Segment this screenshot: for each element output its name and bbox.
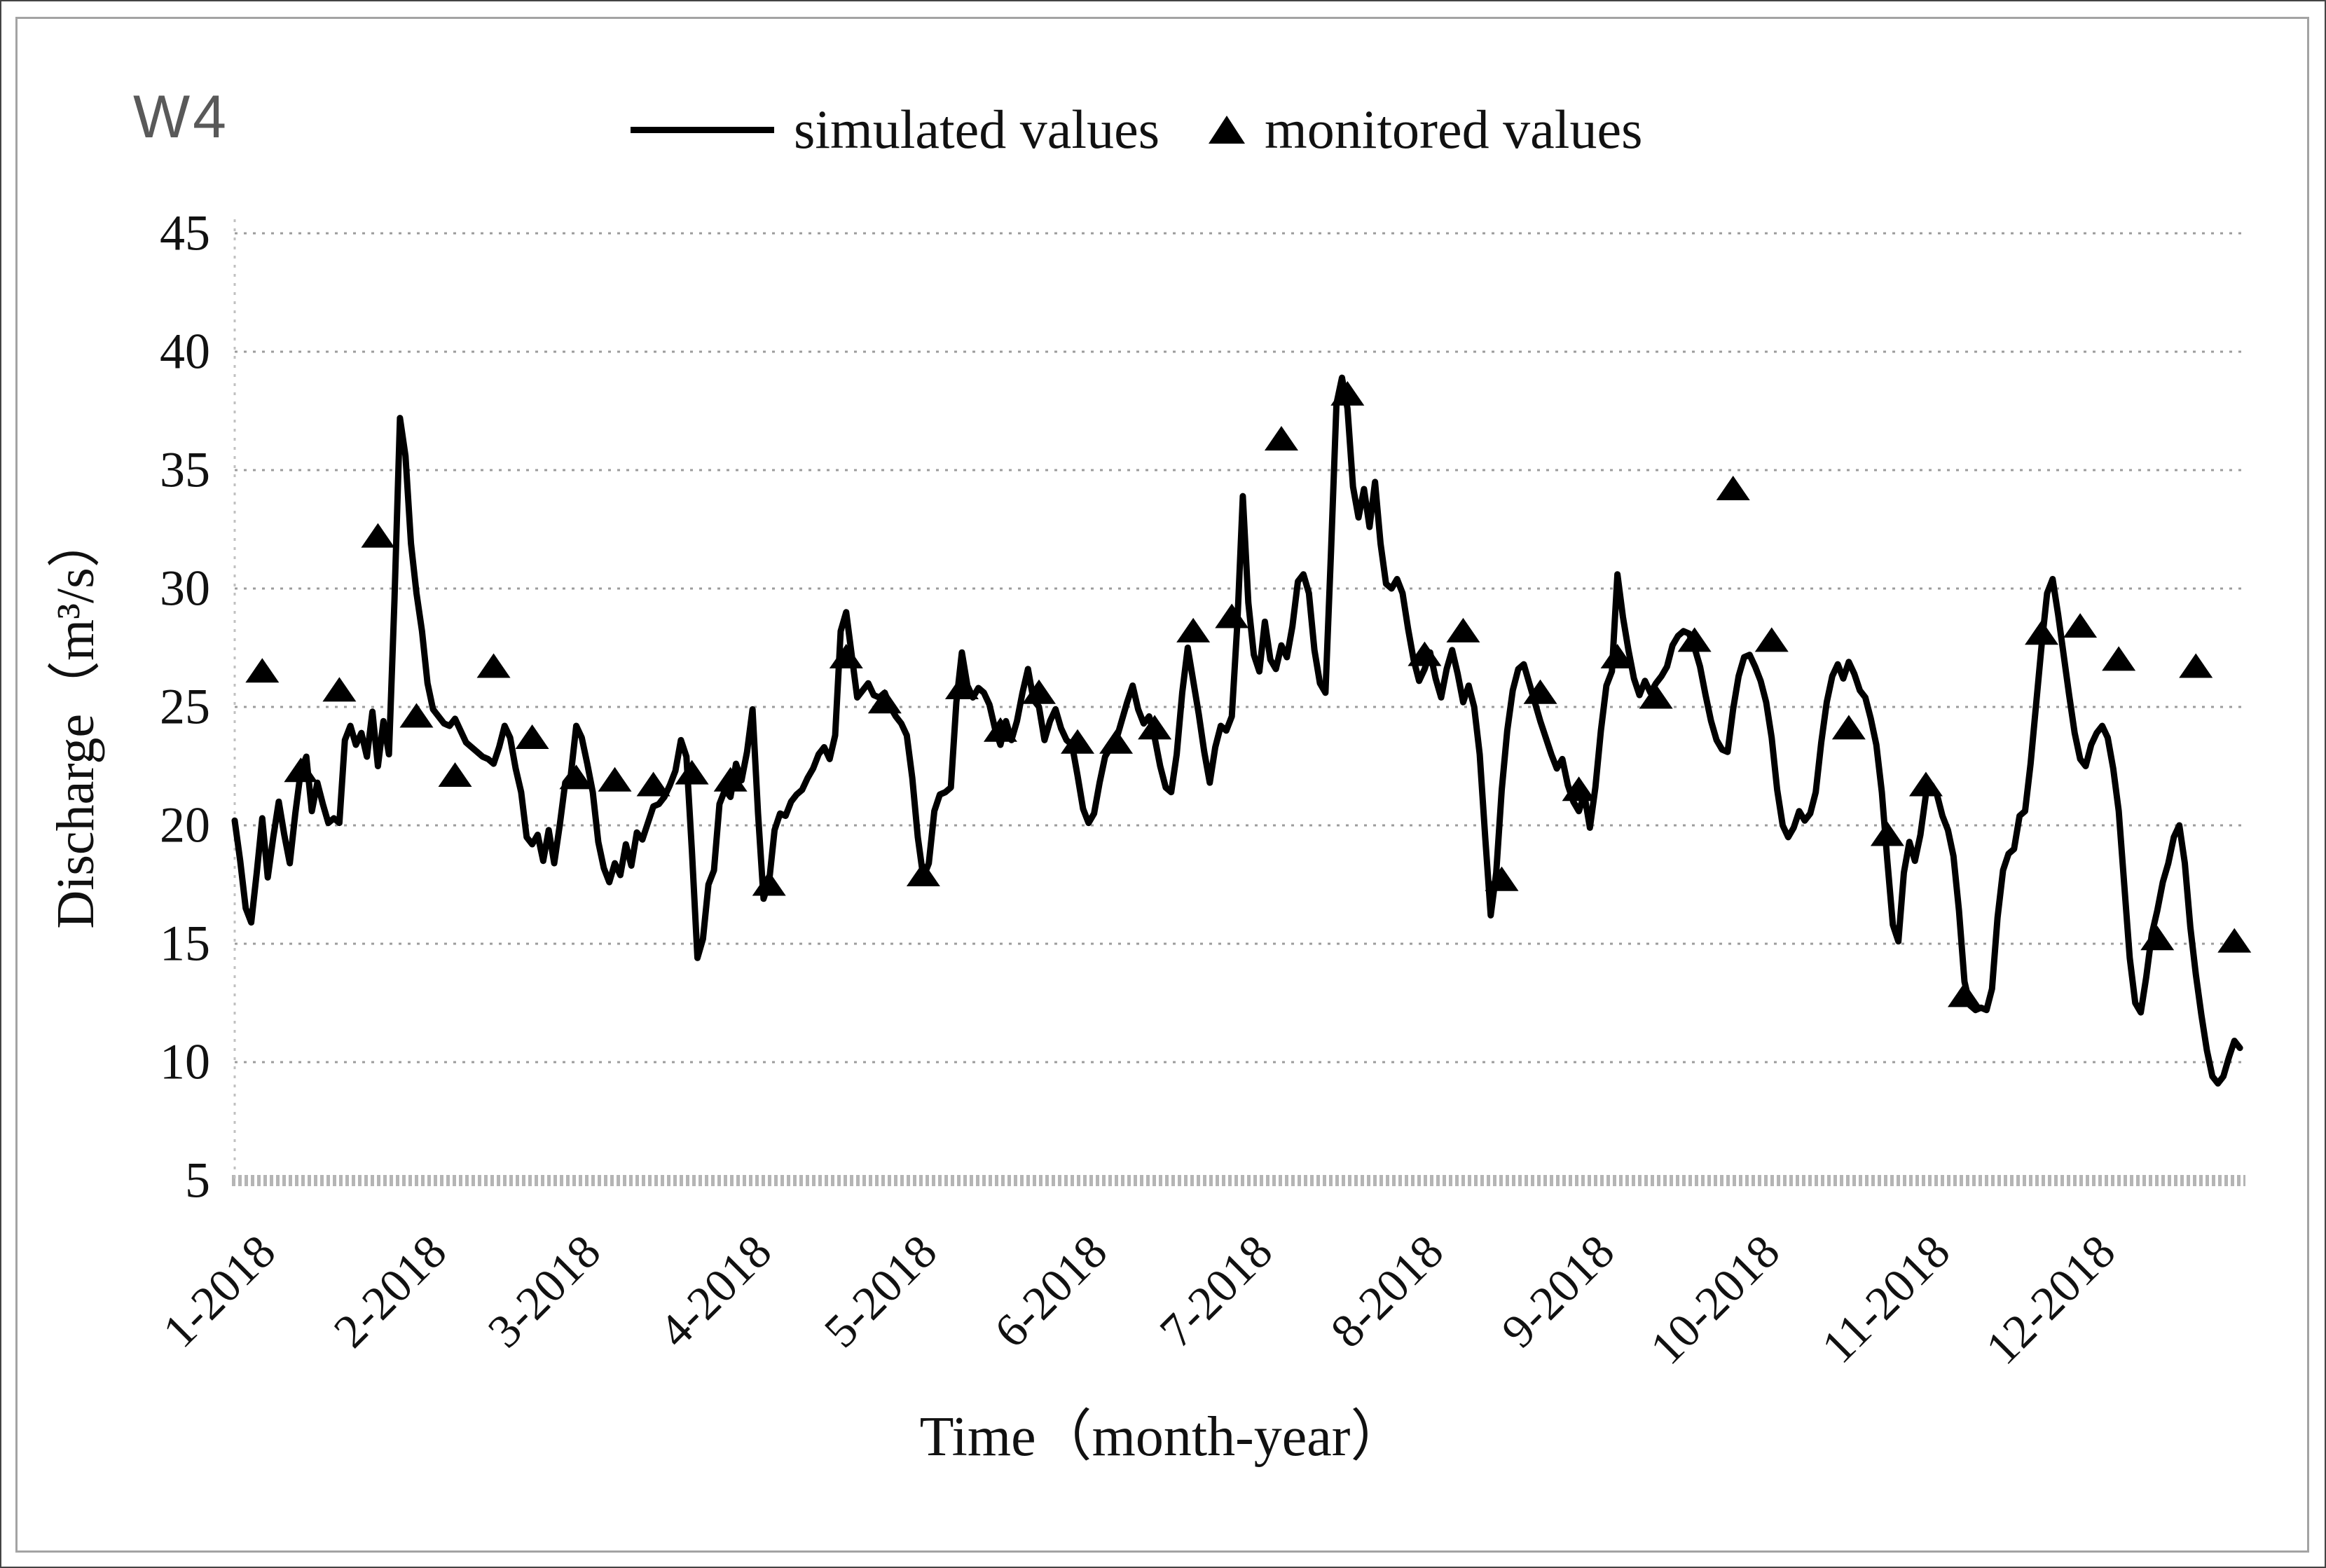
legend-item-monitored: monitored values — [1209, 98, 1642, 161]
y-tick-label-20: 20 — [160, 797, 210, 853]
monitored-value-marker — [1022, 679, 1056, 704]
legend-monitored-label: monitored values — [1265, 99, 1643, 160]
monitored-value-marker — [322, 677, 357, 702]
monitored-value-marker — [284, 757, 318, 783]
monitored-value-marker — [1485, 866, 1519, 891]
monitored-value-marker — [1908, 771, 1943, 797]
monitored-value-marker — [1677, 627, 1712, 652]
monitored-value-marker — [1061, 729, 1095, 754]
monitored-value-marker — [559, 764, 593, 790]
y-tick-label-40: 40 — [160, 323, 210, 380]
monitored-value-marker — [1754, 627, 1789, 652]
y-tick-label-25: 25 — [160, 678, 210, 735]
y-tick-label-45: 45 — [160, 205, 210, 261]
monitored-value-marker — [1831, 715, 1866, 740]
monitored-value-marker — [1408, 641, 1442, 666]
monitored-value-marker — [2025, 620, 2059, 645]
legend-item-simulated: simulated values — [631, 98, 1159, 161]
monitored-value-marker — [1947, 982, 1981, 1007]
monitored-value-marker — [2179, 653, 2213, 678]
monitored-value-marker — [438, 762, 472, 788]
monitored-value-marker — [515, 724, 549, 749]
monitored-value-marker — [1138, 715, 1172, 740]
monitored-value-marker — [1870, 821, 1904, 846]
y-tick-label-15: 15 — [160, 915, 210, 972]
monitored-value-marker — [1562, 776, 1596, 802]
monitored-value-marker — [1176, 617, 1211, 642]
monitored-value-marker — [598, 766, 632, 792]
y-tick-label-10: 10 — [160, 1033, 210, 1090]
monitored-value-marker — [944, 674, 979, 699]
monitored-value-marker — [1330, 380, 1365, 406]
monitored-value-marker — [1215, 603, 1249, 628]
monitored-value-marker — [675, 759, 709, 785]
monitored-value-marker — [1600, 644, 1635, 669]
monitored-value-marker — [1446, 617, 1480, 642]
monitored-value-marker — [2140, 926, 2175, 951]
station-title: W4 — [133, 83, 229, 151]
legend-simulated-label: simulated values — [794, 99, 1160, 160]
monitored-value-marker — [1716, 476, 1750, 501]
monitored-value-marker — [867, 689, 902, 714]
y-tick-label-5: 5 — [185, 1152, 210, 1209]
y-tick-label-35: 35 — [160, 441, 210, 498]
monitored-value-marker — [1264, 426, 1298, 451]
legend: simulated values monitored values — [631, 98, 1642, 161]
monitored-value-marker — [245, 658, 280, 683]
monitored-value-marker — [2063, 613, 2098, 638]
monitored-value-marker — [361, 523, 395, 548]
y-tick-label-30: 30 — [160, 560, 210, 617]
simulated-line-swatch-icon — [631, 126, 774, 133]
monitored-value-marker — [713, 766, 748, 792]
monitored-value-marker — [476, 653, 511, 678]
monitored-value-marker — [829, 644, 863, 669]
monitored-triangle-swatch-icon — [1209, 116, 1246, 144]
x-axis-title: Time（month-year） — [919, 1406, 1407, 1468]
monitored-value-marker — [983, 717, 1017, 742]
monitored-value-marker — [1099, 729, 1134, 754]
monitored-value-marker — [636, 771, 670, 797]
monitored-value-marker — [1639, 684, 1673, 709]
monitored-value-marker — [2102, 646, 2136, 671]
monitored-value-marker — [906, 861, 940, 886]
monitored-value-marker — [2217, 928, 2252, 953]
monitored-value-marker — [1523, 679, 1557, 704]
monitored-value-marker — [399, 703, 434, 728]
monitored-value-marker — [752, 871, 786, 896]
